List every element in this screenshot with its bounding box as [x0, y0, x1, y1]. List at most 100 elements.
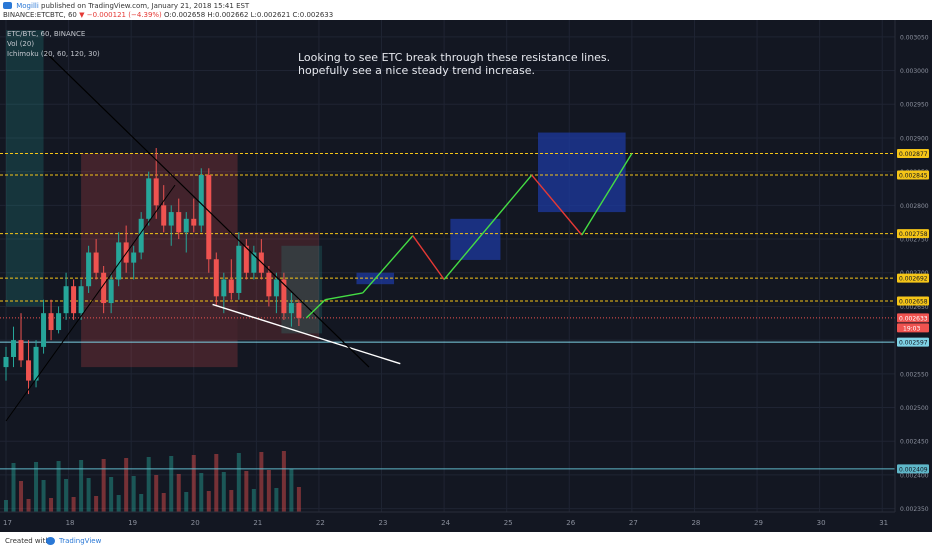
volume-bar-11 — [86, 478, 91, 512]
candle-body-2 — [18, 340, 24, 361]
countdown-tag: 19:03 — [903, 325, 920, 332]
candle-body-9 — [71, 286, 77, 314]
support-trendline — [212, 303, 401, 365]
volume-bar-6 — [49, 498, 54, 512]
projection-segment-5 — [531, 174, 583, 236]
chart-canvas[interactable]: 0.0030500.0030000.0029500.0029000.002850… — [0, 20, 932, 532]
projection-segment-0 — [305, 299, 326, 319]
volume-bar-36 — [274, 488, 279, 512]
price-tick-label-2: 0.002950 — [900, 102, 929, 109]
price-tick-label-12: 0.002450 — [900, 439, 929, 446]
volume-bar-15 — [116, 495, 121, 512]
candle-body-27 — [206, 175, 212, 260]
price-axis: 0.0030500.0030000.0029500.0029000.002850… — [894, 20, 932, 532]
price-tick-label-5: 0.002800 — [900, 203, 929, 210]
volume-bar-28 — [214, 454, 219, 512]
price-tick-label-8: 0.002650 — [900, 304, 929, 311]
volume-bar-35 — [266, 470, 271, 512]
candle-body-39 — [296, 303, 302, 318]
candle-body-1 — [11, 340, 17, 357]
price-tick-label-1: 0.003000 — [900, 68, 929, 75]
candle-body-29 — [221, 279, 227, 297]
target-box-2 — [537, 132, 626, 213]
volume-bar-23 — [176, 474, 181, 512]
resistance-tag-0-bg — [897, 148, 929, 158]
candle-body-32 — [243, 245, 249, 273]
time-tick-label-7: 24 — [441, 519, 450, 527]
candle-body-0 — [3, 356, 9, 368]
volume-tag: 0.002409 — [899, 466, 928, 473]
volume-bar-33 — [251, 489, 256, 512]
volume-bar-12 — [94, 496, 99, 512]
candle-body-17 — [131, 252, 137, 263]
projection-segment-1 — [325, 292, 363, 301]
resistance-tag-1-bg — [897, 170, 929, 180]
candle-body-13 — [101, 272, 107, 304]
candle-body-19 — [146, 178, 152, 219]
candle-body-7 — [56, 313, 62, 331]
volume-bars — [4, 451, 301, 512]
resistance-tag-1: 0.002845 — [899, 173, 928, 180]
time-tick-label-6: 23 — [379, 519, 388, 527]
author-link[interactable]: Mogilli — [16, 2, 39, 10]
ascending-trendline — [5, 184, 176, 422]
volume-bar-29 — [221, 472, 226, 512]
candle-body-15 — [116, 242, 122, 280]
time-tick-label-4: 21 — [253, 519, 262, 527]
support-tag-bg — [897, 337, 929, 347]
volume-bar-9 — [71, 497, 76, 512]
countdown-tag-bg — [897, 323, 929, 333]
volume-bar-5 — [41, 480, 46, 512]
projection-segment-3 — [412, 235, 445, 280]
volume-bar-10 — [79, 460, 84, 512]
resistance-lines — [0, 152, 895, 470]
target-box-1 — [450, 218, 501, 260]
time-tick-label-14: 31 — [879, 519, 888, 527]
candle-body-35 — [266, 272, 272, 297]
volume-bar-4 — [34, 462, 39, 512]
volume-bar-3 — [26, 499, 31, 512]
legend-ichimoku: Ichimoku (20, 60, 120, 30) — [7, 50, 100, 58]
price-chart[interactable]: 0.0030500.0030000.0029500.0029000.002850… — [0, 20, 932, 532]
volume-bar-19 — [146, 457, 151, 512]
target-boxes — [356, 132, 626, 285]
time-tick-label-3: 20 — [191, 519, 200, 527]
candle-body-28 — [213, 259, 219, 297]
publish-info: published on TradingView.com, January 21… — [41, 2, 250, 10]
resistance-tag-3-bg — [897, 273, 929, 283]
candle-body-12 — [93, 252, 99, 273]
volume-bar-32 — [244, 471, 249, 512]
candle-body-31 — [236, 245, 242, 293]
candle-body-33 — [251, 252, 257, 273]
resistance-tag-0: 0.002877 — [899, 151, 928, 158]
candle-body-20 — [153, 178, 159, 206]
time-axis: 17 18 19 20 21 22 23 24 25 26 27 28 29 30 31 — [0, 511, 932, 532]
ohlc-values: O:0.002658 H:0.002662 L:0.002621 C:0.002… — [164, 11, 334, 19]
publish-line: Mogilli published on TradingView.com, Ja… — [3, 2, 249, 10]
volume-bar-20 — [154, 475, 159, 512]
legend-volume: Vol (20) — [7, 40, 35, 48]
tradingview-icon — [46, 537, 55, 545]
time-axis-bg — [0, 512, 932, 532]
volume-bar-39 — [296, 487, 301, 512]
legend-symbol: ETC/BTC, 60, BINANCE — [7, 30, 86, 38]
cloud-bearish — [81, 153, 238, 368]
volume-bar-14 — [109, 477, 114, 512]
resistance-tag-2-bg — [897, 229, 929, 239]
tradingview-link[interactable]: TradingView — [59, 537, 102, 545]
symbol-line: BINANCE:ETCBTC, 60 ▼ −0.000121 (−4.39%) … — [3, 11, 333, 19]
drawings — [5, 49, 401, 422]
last-price-tag-bg — [897, 313, 929, 323]
annotation-line-1: Looking to see ETC break through these r… — [298, 51, 611, 64]
candle-body-24 — [183, 218, 189, 233]
volume-bar-13 — [101, 459, 106, 512]
volume-bar-25 — [191, 455, 196, 512]
volume-bar-31 — [236, 453, 241, 512]
chart-header: Mogilli published on TradingView.com, Ja… — [0, 0, 932, 20]
time-tick-label-5: 22 — [316, 519, 325, 527]
candle-body-30 — [228, 279, 234, 293]
price-change: ▼ −0.000121 (−4.39%) — [79, 11, 162, 19]
candle-body-8 — [63, 286, 69, 314]
volume-bar-27 — [206, 491, 211, 512]
price-tick-label-6: 0.002750 — [900, 237, 929, 244]
